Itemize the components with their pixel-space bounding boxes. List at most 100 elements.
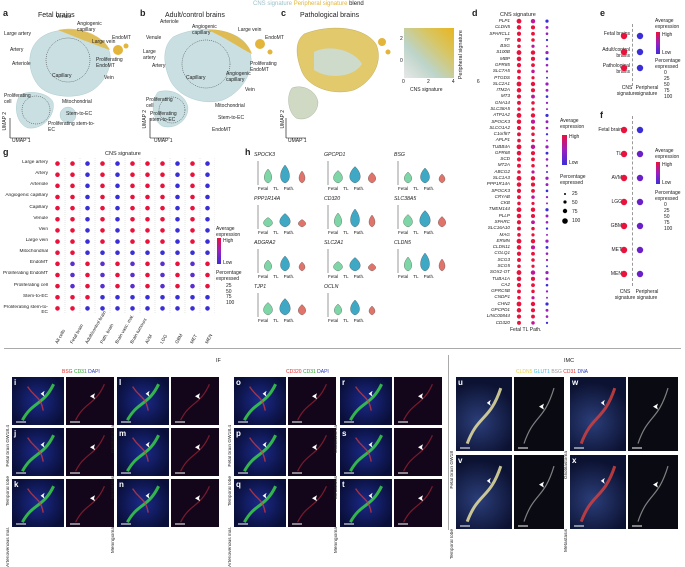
b-cluster-proliferating-stem-to-ec: Proliferating stem-to-EC (150, 111, 177, 123)
d-dot (546, 108, 548, 111)
g-dot (160, 194, 165, 200)
umap2-b: UMAP 2 (142, 110, 148, 129)
cluster-venule: Venule (56, 14, 72, 20)
g-dot (70, 261, 75, 267)
micro-panel-label-o: o (236, 378, 241, 387)
micro-channel-signal (518, 465, 555, 527)
d-dot (545, 283, 549, 287)
g-dot (70, 172, 75, 178)
d-dot (531, 296, 535, 300)
b-cluster-angiogenic-capillary: Angiogenic capillary (192, 24, 217, 36)
h-violin-plot (397, 205, 446, 229)
d-dot (545, 70, 549, 73)
micro-channel-w (628, 377, 678, 451)
g-dot (55, 205, 60, 211)
d-dot (545, 151, 549, 155)
micro-channel-signal (70, 434, 105, 474)
micro-channel-signal (175, 485, 210, 525)
stain-cd31-imc: CD31 (563, 369, 577, 375)
f-col-0: CNS signature (614, 289, 636, 301)
d-dot (545, 245, 549, 249)
panel-label-d: d (472, 8, 478, 18)
stain-dapi: DAPI (88, 369, 100, 375)
g-dot (145, 294, 150, 300)
d-gene-label: BSG (500, 43, 510, 49)
h-violin (334, 212, 342, 228)
d-dot (531, 258, 535, 262)
h-xcats: Fetal TL Path. (398, 274, 439, 279)
d-xcat-fetal: Fetal (510, 327, 522, 333)
d-gene-label: ABCG2 (494, 168, 510, 174)
arrow-icon (368, 441, 373, 448)
g-dot (205, 172, 210, 178)
d-legend-low: Low (569, 160, 579, 166)
stain-cldn5: CLDN5 (516, 369, 533, 375)
g-legend-sizes: 25 50 75 100 (226, 283, 234, 306)
f-dotplot (620, 126, 644, 278)
g-dot (100, 161, 105, 166)
g-dot (130, 250, 135, 256)
g-dot (55, 172, 60, 178)
micro-channel-r (394, 377, 442, 425)
g-col-label: AVM (143, 333, 153, 345)
d-dot (546, 76, 548, 79)
micro-channel-x (628, 455, 678, 529)
g-dot (85, 194, 90, 200)
f-dot-cns (620, 198, 628, 206)
d-gene-label: SCG3 (497, 256, 510, 262)
h-xcat: TL (273, 186, 279, 191)
h-xcat: Path. (353, 186, 365, 191)
h-gene-label: CD320 (324, 196, 341, 202)
g-size-50: 50 (226, 288, 232, 295)
g-dot (160, 239, 165, 244)
g-dot (145, 161, 150, 166)
e-row-0: Fetal brains (603, 31, 630, 37)
micro-vessels (238, 485, 277, 525)
panel-b-title: Adult/control brains (165, 12, 225, 19)
arrowhead-icon (90, 444, 95, 451)
g-row-label: Vein (38, 226, 48, 232)
g-dot (85, 294, 90, 300)
g-dot (175, 283, 180, 289)
d-dot (530, 238, 536, 244)
f-legend-expr: Average expression (655, 148, 680, 160)
d-dot (517, 132, 521, 137)
h-xcats: Fetal TL Path. (258, 318, 299, 323)
micro-panel-label-l: l (119, 378, 122, 387)
h-xcat: Path. (353, 230, 365, 235)
g-dot (100, 205, 105, 211)
f-legend-high: High (662, 162, 673, 168)
d-size-100: 100 (572, 218, 581, 224)
f-row-label: TL (616, 151, 622, 157)
d-gene-label: CLDN11 (492, 244, 510, 250)
d-gene-label: SPARCL1 (489, 30, 510, 36)
g-dot (145, 228, 150, 233)
d-dot (531, 233, 535, 237)
g-dot (175, 161, 180, 166)
h-gene-label: ADGRA2 (254, 240, 276, 246)
d-dot (546, 139, 548, 142)
h-gene-label: OCLN (324, 284, 339, 290)
h-violin (334, 303, 342, 316)
d-gene-label: MBP (500, 55, 510, 61)
d-dot (530, 56, 536, 61)
micro-merged-t (340, 479, 392, 527)
g-dot (175, 294, 180, 300)
d-dot (517, 233, 521, 237)
g-dot (85, 183, 90, 189)
f-legend-gradient (656, 162, 660, 184)
g-col-label: MEN (203, 333, 213, 345)
h-xcat: TL (273, 318, 279, 323)
d-gene-label: CLDN5 (494, 24, 510, 30)
panel-d-title: CNS signature (500, 12, 536, 18)
micro-merged-q (234, 479, 286, 527)
b-cluster-capillary: Capillary (186, 75, 206, 81)
d-dot (531, 226, 535, 231)
h-xcat: Path. (423, 230, 435, 235)
f-size-75: 75 (664, 220, 670, 226)
d-dot (530, 151, 536, 156)
micro-channel-signal (292, 434, 327, 474)
d-dot (531, 321, 535, 325)
h-xcat: Path. (283, 230, 295, 235)
micro-channel-signal (632, 387, 669, 449)
